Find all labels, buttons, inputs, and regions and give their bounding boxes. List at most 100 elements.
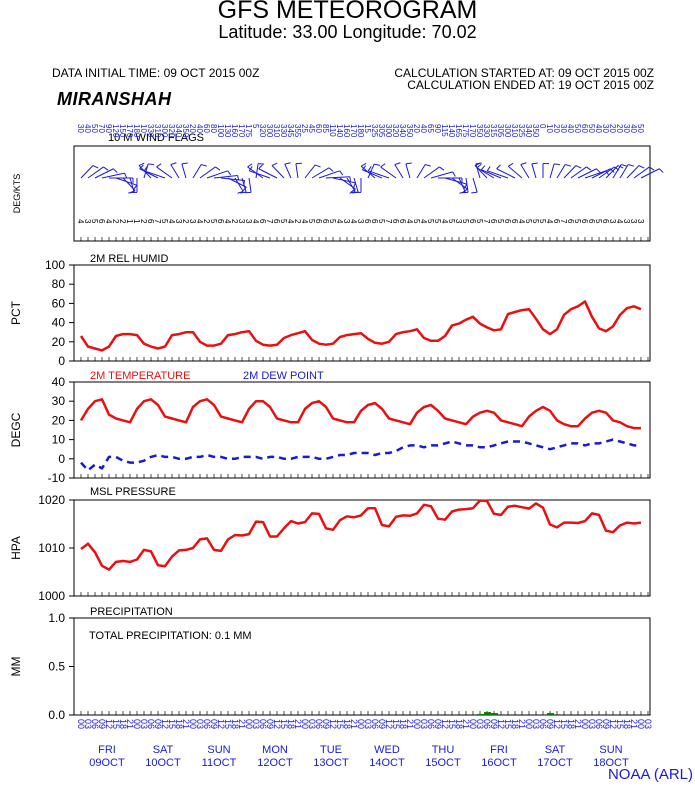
hour-label: 18 <box>510 719 520 729</box>
wind-barb-feather <box>565 163 571 167</box>
temp-legend: 2M TEMPERATURE <box>90 370 190 382</box>
wind-direction-label: 310 <box>272 124 281 138</box>
wind-barb-feather <box>531 162 538 165</box>
wind-barb-feather <box>617 165 624 169</box>
hour-label: 06 <box>202 719 212 729</box>
wind-barb <box>80 165 94 179</box>
hour-label: 00 <box>524 719 534 729</box>
wind-direction-label: 25 <box>300 124 309 133</box>
rh-ytick-label: 20 <box>52 335 66 349</box>
wind-speed-label: 6 <box>587 219 596 224</box>
wind-barb <box>481 169 502 179</box>
rh-ylabel: PCT <box>9 300 23 325</box>
hour-label: 09 <box>433 719 443 729</box>
wind-speed-label: 4 <box>223 219 232 224</box>
location-coordinates: Latitude: 33.00 Longitude: 70.02 <box>218 22 477 42</box>
wind-barb <box>633 166 650 179</box>
wind-barb <box>556 164 566 179</box>
wind-barb <box>405 163 411 179</box>
wind-speed-label: 3 <box>356 219 365 224</box>
hour-label: 09 <box>321 719 331 729</box>
wind-direction-label: 140 <box>447 124 456 138</box>
wind-direction-label: 315 <box>489 124 498 138</box>
wind-direction-label: 175 <box>461 124 470 138</box>
hour-label: 06 <box>90 719 100 729</box>
wind-barb-feather <box>349 191 356 194</box>
wind-direction-label: 90 <box>433 124 442 133</box>
hour-label: 00 <box>76 719 86 729</box>
wind-direction-label: 300 <box>160 124 169 138</box>
calc-ended: CALCULATION ENDED AT: 19 OCT 2015 00Z <box>407 78 654 92</box>
wind-direction-label: 120 <box>111 124 120 138</box>
wind-direction-label: 20 <box>412 124 421 133</box>
wind-speed-label: 6 <box>363 219 372 224</box>
wind-barb-feather <box>463 183 468 189</box>
hour-label: 12 <box>272 719 282 729</box>
wind-speed-label: 6 <box>97 219 106 224</box>
hour-label: 15 <box>447 719 457 729</box>
wind-barb-feather <box>486 166 491 172</box>
wind-speed-label: 6 <box>468 219 477 224</box>
wind-direction-label: 170 <box>125 124 134 138</box>
wind-barb-feather <box>405 162 412 165</box>
hour-label: 09 <box>377 719 387 729</box>
pressure-ytick-label: 1010 <box>38 541 65 555</box>
wind-direction-label: 80 <box>209 124 218 133</box>
wind-speed-label: 5 <box>279 219 288 224</box>
wind-speed-label: 6 <box>580 219 589 224</box>
wind-barb <box>549 163 555 179</box>
hour-label: 00 <box>580 719 590 729</box>
wind-speed-label: 6 <box>552 219 561 224</box>
wind-speed-label: 3 <box>454 219 463 224</box>
wind-barb <box>156 166 173 179</box>
wind-direction-label: 20 <box>608 124 617 133</box>
hour-label: 15 <box>111 719 121 729</box>
day-date-label: 15OCT <box>425 757 461 769</box>
hour-label: 21 <box>293 719 303 729</box>
day-date-label: 11OCT <box>202 757 237 769</box>
wind-panel-frame <box>73 145 651 242</box>
wind-speed-label: 5 <box>531 219 540 224</box>
hour-label: 15 <box>559 719 569 729</box>
wind-direction-label: 20 <box>188 124 197 133</box>
hour-label: 18 <box>398 719 408 729</box>
wind-direction-label: 180 <box>356 124 365 138</box>
day-name-label: WED <box>374 744 400 756</box>
wind-barb <box>249 170 271 179</box>
wind-speed-label: 4 <box>167 219 176 224</box>
hour-label: 15 <box>223 719 233 729</box>
wind-speed-label: 6 <box>566 219 575 224</box>
temp-ytick-label: 10 <box>52 433 66 447</box>
rh-panel-title: 2M REL HUMID <box>90 253 168 265</box>
wind-speed-label: 2 <box>202 219 211 224</box>
wind-direction-label: 320 <box>258 124 267 138</box>
wind-direction-label: 165 <box>454 124 463 138</box>
precip-ytick-label: 1.0 <box>48 611 65 625</box>
day-date-label: 14OCT <box>369 757 405 769</box>
wind-speed-label: 6 <box>398 219 407 224</box>
wind-direction-label: 325 <box>370 124 379 138</box>
temp-ytick-label: -10 <box>48 471 66 485</box>
wind-direction-label: 340 <box>174 124 183 138</box>
precip-bar <box>477 714 484 715</box>
wind-speed-label: 4 <box>195 219 204 224</box>
wind-direction-label: 170 <box>468 124 477 138</box>
wind-speed-label: 3 <box>83 219 92 224</box>
hour-label: 06 <box>538 719 548 729</box>
hour-label: 18 <box>174 719 184 729</box>
wind-panel-title: 10 M WIND FLAGS <box>108 132 204 144</box>
hour-label: 21 <box>181 719 191 729</box>
wind-direction-label: 140 <box>335 124 344 138</box>
wind-barb <box>311 167 330 179</box>
temp-ytick-label: 20 <box>52 413 66 427</box>
wind-direction-label: 310 <box>153 124 162 138</box>
wind-barb <box>295 163 299 179</box>
wind-speed-label: 3 <box>237 219 246 224</box>
wind-direction-label: 305 <box>377 124 386 138</box>
hour-label: 15 <box>335 719 345 729</box>
wind-speed-label: 6 <box>510 219 519 224</box>
hour-label: 09 <box>545 719 555 729</box>
wind-direction-label: 310 <box>510 124 519 138</box>
precip-bar <box>547 713 554 715</box>
wind-barb-feather <box>380 163 386 168</box>
